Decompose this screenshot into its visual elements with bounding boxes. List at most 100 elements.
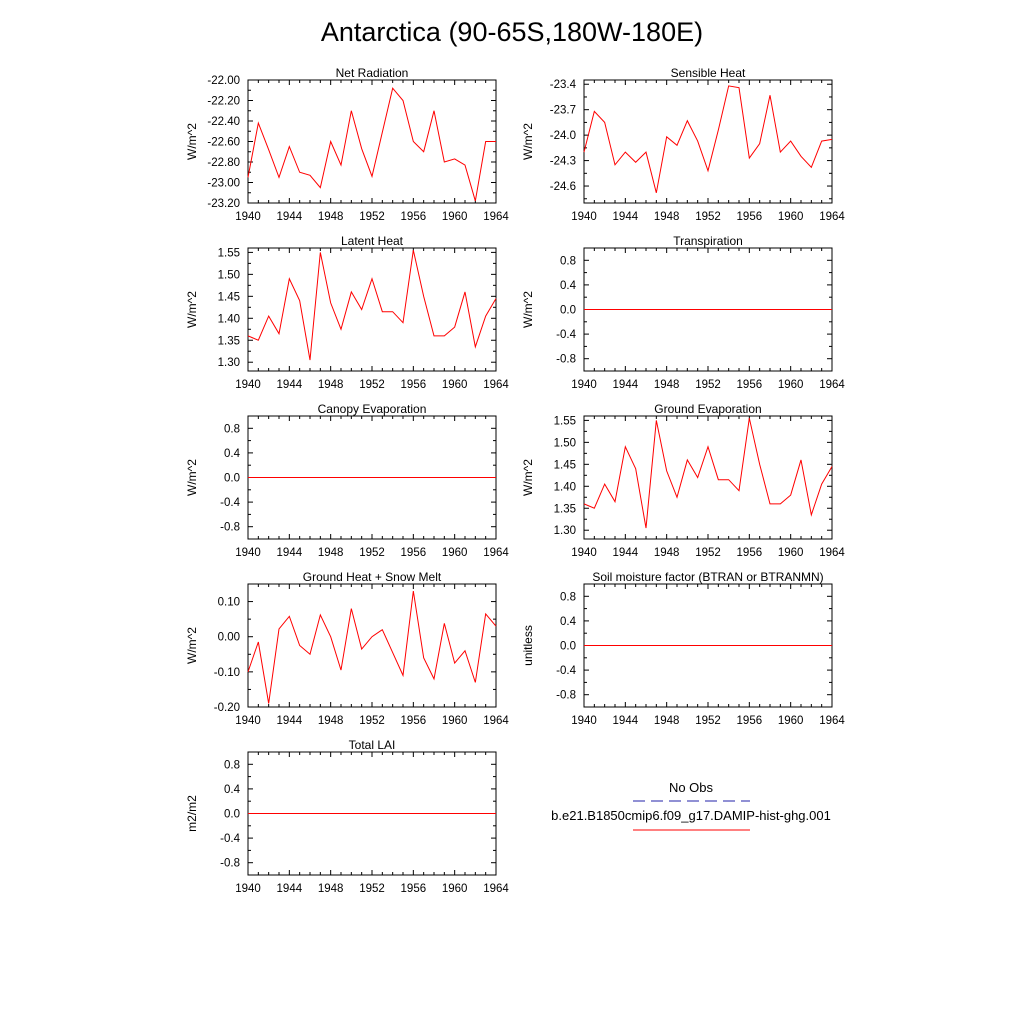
panel-5: Canopy Evaporation W/m^2 1940 1944 1948 1952 1… xyxy=(185,402,509,559)
panel-5-xtick-label: 1940 xyxy=(235,547,261,559)
panel-8-xtick-label: 1948 xyxy=(654,715,680,727)
panel-2-xtick-label: 1960 xyxy=(778,211,804,223)
panel-7-xtick-label: 1944 xyxy=(277,715,303,727)
panel-4-ytick-label: -0.8 xyxy=(556,354,576,366)
panel-1-series-line-1 xyxy=(247,87,496,202)
panel-9-xtick-label: 1948 xyxy=(318,883,344,895)
panel-6-frame xyxy=(583,415,833,540)
panel-7-xtick-label: 1948 xyxy=(318,715,344,727)
panel-1-ytick-label: -23.20 xyxy=(207,198,240,210)
panel-1-ytick-label: -23.00 xyxy=(207,178,240,190)
panel-2-ytick-label: -24.3 xyxy=(550,156,576,168)
panel-9-ytick-label: -0.4 xyxy=(220,833,240,845)
panel-1-xtick-label: 1956 xyxy=(401,211,427,223)
panel-6-ytick-label: 1.55 xyxy=(554,415,576,427)
panel-1-xtick-label: 1952 xyxy=(359,211,385,223)
panel-1-title: Net Radiation xyxy=(336,66,409,80)
panel-5-xtick-label: 1944 xyxy=(277,547,303,559)
panel-8-ytick-label: 0.8 xyxy=(560,591,576,603)
panel-1-xtick-label: 1944 xyxy=(277,211,303,223)
panel-6-ytick-label: 1.30 xyxy=(554,525,576,537)
panel-3-ytick-label: 1.45 xyxy=(218,291,240,303)
panel-2-xtick-label: 1956 xyxy=(737,211,763,223)
panel-6-ylabel: W/m^2 xyxy=(521,459,535,496)
panel-2-xtick-label: 1940 xyxy=(571,211,597,223)
panel-7-xtick-label: 1956 xyxy=(401,715,427,727)
panel-5-ytick-label: 0.4 xyxy=(224,448,241,460)
panel-2-series-line-1 xyxy=(583,85,833,193)
panel-2: Sensible Heat W/m^2 1940 1944 1948 1952 1956 19… xyxy=(521,66,845,223)
panel-8-ylabel: unitless xyxy=(521,625,535,666)
panel-3-ytick-label: 1.55 xyxy=(218,247,240,259)
panel-4-xtick-label: 1952 xyxy=(695,379,721,391)
panel-2-ytick-label: -24.0 xyxy=(550,130,576,142)
panel-3-xtick-label: 1964 xyxy=(483,379,509,391)
panel-1-ytick-label: -22.60 xyxy=(207,137,240,149)
panel-9-xtick-label: 1960 xyxy=(442,883,468,895)
panel-7-title: Ground Heat + Snow Melt xyxy=(303,570,442,584)
panel-3: Latent Heat W/m^2 1940 1944 1948 1952 1956 1960… xyxy=(185,234,509,391)
panel-8-ytick-label: -0.8 xyxy=(556,690,576,702)
panel-4-xtick-label: 1944 xyxy=(613,379,639,391)
panel-1-xtick-label: 1940 xyxy=(235,211,261,223)
panel-9-ytick-label: 0.8 xyxy=(224,759,240,771)
panel-5-ytick-label: -0.4 xyxy=(220,497,240,509)
panel-9-xtick-label: 1964 xyxy=(483,883,509,895)
panel-7-ylabel: W/m^2 xyxy=(185,627,199,664)
panel-5-ytick-label: 0.0 xyxy=(224,473,240,485)
panel-7: Ground Heat + Snow Melt W/m^2 1940 1944 1948… xyxy=(185,570,509,727)
panel-4-ytick-label: 0.4 xyxy=(560,280,577,292)
panel-5-xtick-label: 1952 xyxy=(359,547,385,559)
figure-title: Antarctica (90-65S,180W-180E) xyxy=(321,17,703,47)
panel-1-ytick-label: -22.20 xyxy=(207,96,240,108)
panel-9-xtick-label: 1956 xyxy=(401,883,427,895)
panel-3-xtick-label: 1940 xyxy=(235,379,261,391)
panel-1-xtick-label: 1948 xyxy=(318,211,344,223)
panel-9-ytick-label: 0.0 xyxy=(224,809,240,821)
panel-8-ytick-label: -0.4 xyxy=(556,665,576,677)
panel-3-ytick-label: 1.40 xyxy=(218,313,240,325)
panel-4-xtick-label: 1960 xyxy=(778,379,804,391)
panel-8-xtick-label: 1964 xyxy=(819,715,845,727)
panel-6-xtick-label: 1956 xyxy=(737,547,763,559)
panel-1-frame xyxy=(247,79,497,204)
panel-4-title: Transpiration xyxy=(673,234,743,248)
panel-6-xtick-label: 1948 xyxy=(654,547,680,559)
panel-3-xtick-label: 1944 xyxy=(277,379,303,391)
panel-4-ylabel: W/m^2 xyxy=(521,291,535,328)
panel-1-xtick-label: 1960 xyxy=(442,211,468,223)
panel-1-xtick-label: 1964 xyxy=(483,211,509,223)
panel-8-xtick-label: 1940 xyxy=(571,715,597,727)
panel-2-xtick-label: 1948 xyxy=(654,211,680,223)
panel-2-frame xyxy=(583,79,833,204)
panel-3-ytick-label: 1.35 xyxy=(218,335,240,347)
panel-8-ytick-label: 0.0 xyxy=(560,641,576,653)
panel-3-ytick-label: 1.30 xyxy=(218,357,240,369)
panel-8-xtick-label: 1960 xyxy=(778,715,804,727)
panel-3-xtick-label: 1956 xyxy=(401,379,427,391)
panel-7-ytick-label: 0.00 xyxy=(218,632,240,644)
panel-7-ytick-label: -0.20 xyxy=(214,702,240,714)
panel-5-title: Canopy Evaporation xyxy=(318,402,427,416)
panel-5-xtick-label: 1960 xyxy=(442,547,468,559)
panel-6: Ground Evaporation W/m^2 1940 1944 1948 1952 1… xyxy=(521,402,845,559)
panel-6-series-line-1 xyxy=(583,418,833,529)
panel-6-ytick-label: 1.45 xyxy=(554,459,576,471)
panel-4-xtick-label: 1956 xyxy=(737,379,763,391)
panel-1-ytick-label: -22.80 xyxy=(207,157,240,169)
legend-obs-label: No Obs xyxy=(669,780,714,795)
panel-2-ylabel: W/m^2 xyxy=(521,123,535,160)
panel-4: Transpiration W/m^2 1940 1944 1948 1952 1956 19… xyxy=(521,234,845,391)
panel-7-series-line-1 xyxy=(247,590,497,704)
panel-4-xtick-label: 1964 xyxy=(819,379,845,391)
legend-model-label: b.e21.B1850cmip6.f09_g17.DAMIP-hist-ghg.… xyxy=(551,808,831,823)
panel-6-xtick-label: 1944 xyxy=(613,547,639,559)
panel-6-xtick-label: 1940 xyxy=(571,547,597,559)
panel-3-ylabel: W/m^2 xyxy=(185,291,199,328)
panel-3-xtick-label: 1960 xyxy=(442,379,468,391)
panel-6-xtick-label: 1952 xyxy=(695,547,721,559)
panel-7-xtick-label: 1952 xyxy=(359,715,385,727)
panel-5-xtick-label: 1948 xyxy=(318,547,344,559)
panel-1-ytick-label: -22.40 xyxy=(207,116,240,128)
panel-6-xtick-label: 1960 xyxy=(778,547,804,559)
